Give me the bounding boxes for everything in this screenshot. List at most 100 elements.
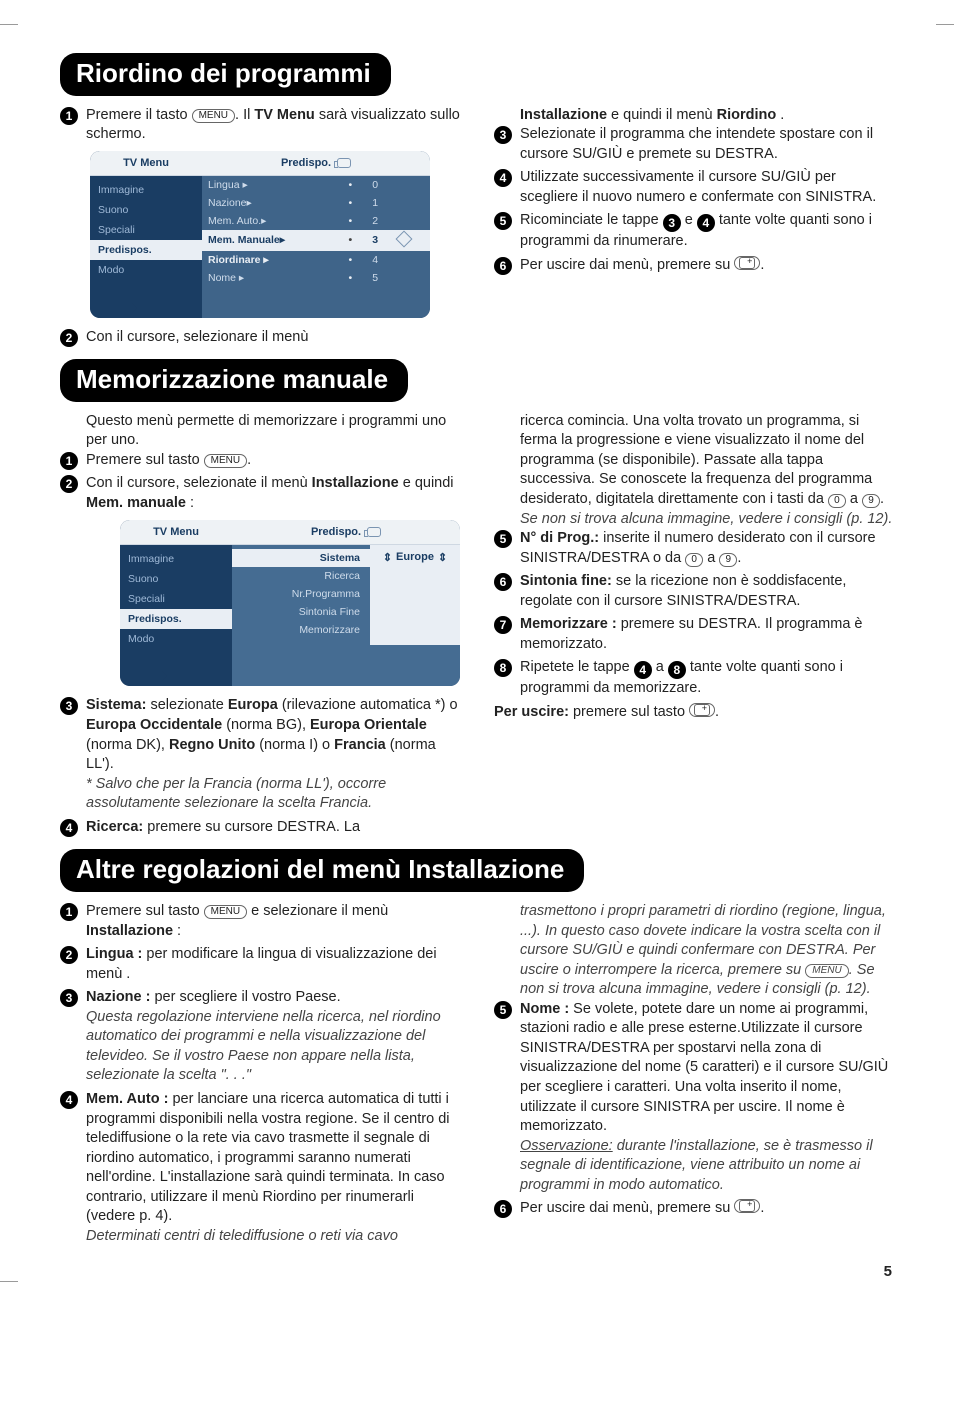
mem-right-inner: Sistema Ricerca Nr.Programma Sintonia Fi… — [232, 545, 460, 645]
cell-val: 5 — [358, 269, 392, 287]
s1-step2: 2 Con il cursore, selezionare il menù — [60, 328, 460, 348]
cell-nav — [392, 230, 430, 251]
tv-left-col: TV Menu Immagine Suono Speciali Predispo… — [120, 520, 232, 687]
text-italic: Questa regolazione interviene nella rice… — [86, 1009, 441, 1084]
cell-val: 3 — [358, 230, 392, 251]
return-arrow-icon — [100, 291, 136, 309]
s3-step1: 1Premere sul tasto MENU e selezionare il… — [60, 902, 460, 941]
mem-value-text: Europe — [396, 551, 434, 563]
num-key-0: 0 — [828, 494, 846, 508]
text: Se volete, potete dare un nome ai progra… — [520, 1001, 888, 1134]
s1-step6: 6Per uscire dai menù, premere su . — [494, 256, 894, 276]
tv-right-head-label: Predispo. — [311, 526, 361, 538]
text: Per uscire dai menù, premere su — [520, 257, 734, 273]
cell-nav — [392, 176, 430, 194]
page: Riordino dei programmi 1 Premere il tast… — [0, 0, 954, 1306]
cell-label: Nazione▸ — [202, 194, 342, 212]
text: (norma DK), — [86, 737, 169, 753]
text-underline: Osservazione: — [520, 1138, 613, 1154]
cell-nav — [392, 269, 430, 287]
mem-label: Memorizzare — [232, 621, 370, 639]
tv-menu-panel-1: TV Menu Immagine Suono Speciali Predispo… — [90, 151, 430, 318]
tv-left-item: Modo — [120, 629, 232, 649]
step-badge-4: 4 — [60, 819, 78, 837]
cell-dot: • — [342, 230, 358, 251]
step-badge-3: 3 — [60, 697, 78, 715]
section-title-altre: Altre regolazioni del menù Installazione — [60, 849, 584, 892]
text: ricerca comincia. Una volta trovato un p… — [520, 413, 872, 507]
return-arrow-icon — [130, 659, 166, 677]
text: e quindi — [399, 475, 454, 491]
tv-left-col: TV Menu Immagine Suono Speciali Predispo… — [90, 151, 202, 318]
tv-right-table: Lingua ▸•0 Nazione▸•1 Mem. Auto.▸•2 Mem.… — [202, 176, 430, 287]
cell-dot: • — [342, 251, 358, 269]
mem-labels: Sistema Ricerca Nr.Programma Sintonia Fi… — [232, 545, 370, 645]
s3-step6: 6Per uscire dai menù, premere su . — [494, 1199, 894, 1219]
text: . Il — [235, 107, 254, 123]
menu-key: MENU — [204, 905, 247, 919]
section3-row: 1Premere sul tasto MENU e selezionare il… — [60, 902, 894, 1251]
text-bold: Installazione — [520, 107, 607, 123]
tv-left-item-active: Predispos. — [120, 609, 232, 629]
text-bold: Installazione — [86, 923, 173, 939]
text-bold: Memorizzare : — [520, 616, 617, 632]
text: : — [186, 495, 194, 511]
text: a — [652, 659, 668, 675]
mem-label-sel: Sistema — [232, 549, 370, 567]
tv-left-item: Modo — [90, 260, 202, 280]
tv-left-list: Immagine Suono Speciali Predispos. Modo — [90, 176, 202, 285]
section1-left: 1 Premere il tasto MENU. Il TV Menu sarà… — [60, 106, 460, 352]
text: (norma I) o — [255, 737, 334, 753]
section1-row: 1 Premere il tasto MENU. Il TV Menu sarà… — [60, 106, 894, 352]
tv-left-item: Suono — [90, 200, 202, 220]
s3-cont: trasmettono i propri parametri di riordi… — [494, 902, 894, 1000]
s2-step8: 8Ripetete le tappe 4 a 8 tante volte qua… — [494, 658, 894, 699]
text: Per uscire dai menù, premere su — [520, 1200, 734, 1216]
mem-value: ⇕ Europe ⇕ — [370, 545, 460, 645]
step-badge-3: 3 — [60, 989, 78, 1007]
cell-label: Mem. Auto.▸ — [202, 212, 342, 230]
text: premere sul tasto — [569, 704, 689, 720]
text-bold: Sintonia fine: — [520, 573, 612, 589]
cell-dot: • — [342, 212, 358, 230]
cell-val: 1 — [358, 194, 392, 212]
mem-label: Nr.Programma — [232, 585, 370, 603]
page-number: 5 — [884, 1263, 892, 1280]
cell-label: Nome ▸ — [202, 269, 342, 287]
step-badge-4: 4 — [494, 169, 512, 187]
cell-dot: • — [342, 269, 358, 287]
text: e quindi il menù — [607, 107, 717, 123]
section3-right: trasmettono i propri parametri di riordi… — [494, 902, 894, 1251]
text: Selezionate il programma che intendete s… — [520, 126, 873, 162]
text: . — [776, 107, 784, 123]
s2-step5: 5N° di Prog.: inserite il numero desider… — [494, 529, 894, 568]
step-badge-1: 1 — [60, 452, 78, 470]
crop-mark — [936, 24, 954, 25]
inline-badge-3: 3 — [663, 214, 681, 232]
tv-left-list: Immagine Suono Speciali Predispos. Modo — [120, 545, 232, 654]
tv-left-item: Speciali — [90, 220, 202, 240]
section-title-memorizzazione: Memorizzazione manuale — [60, 359, 408, 402]
tv-left-item: Suono — [120, 569, 232, 589]
tv-right-head-label: Predispo. — [281, 157, 331, 169]
s2-step6: 6Sintonia fine: se la ricezione non è so… — [494, 572, 894, 611]
num-key-9: 9 — [862, 494, 880, 508]
tv-left-head: TV Menu — [90, 151, 202, 176]
text-bold: Per uscire: — [494, 704, 569, 720]
step-badge-2: 2 — [60, 475, 78, 493]
satellite-icon — [367, 527, 381, 537]
s2-cont: ricerca comincia. Una volta trovato un p… — [494, 412, 894, 529]
s2-step2: 2Con il cursore, selezionate il menù Ins… — [60, 474, 460, 513]
inline-badge-4: 4 — [634, 661, 652, 679]
text: Con il cursore, selezionate il menù — [86, 475, 312, 491]
text-bold: Sistema: — [86, 697, 146, 713]
step-badge-2: 2 — [60, 329, 78, 347]
tv-right-col: Predispo. Lingua ▸•0 Nazione▸•1 Mem. Aut… — [202, 151, 430, 318]
tv-right-col: Predispo. Sistema Ricerca Nr.Programma S… — [232, 520, 460, 687]
step-badge-1: 1 — [60, 903, 78, 921]
s2-intro: Questo menù permette di memorizzare i pr… — [60, 412, 460, 451]
text-bold: Mem. Auto : — [86, 1091, 168, 1107]
cell-label: Lingua ▸ — [202, 176, 342, 194]
s2-step3: 3 Sistema: selezionate Europa (rilevazio… — [60, 696, 460, 813]
step-badge-6: 6 — [494, 257, 512, 275]
